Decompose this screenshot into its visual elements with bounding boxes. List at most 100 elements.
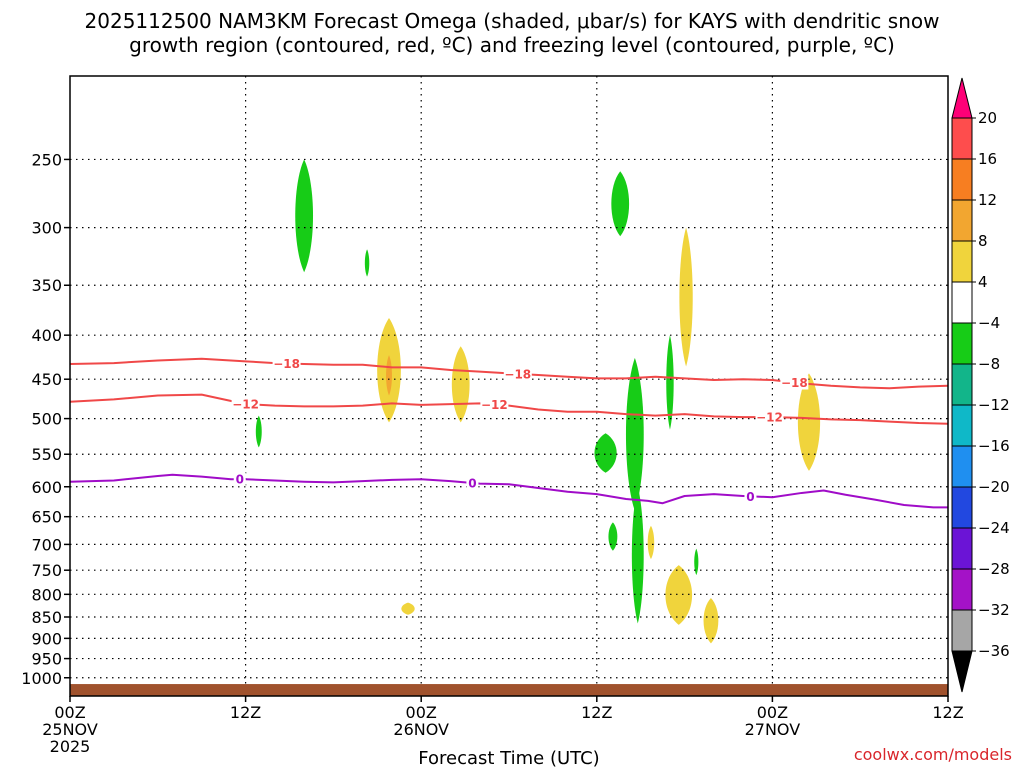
colorbar-label-13: −36 [978, 642, 1010, 660]
contour-label-bg-2-1 [480, 397, 509, 412]
colorbar-box-2 [951, 199, 973, 242]
omega-region-5 [255, 415, 262, 448]
contour-line-2 [69, 393, 949, 425]
contour-label-bg-1-2 [780, 375, 809, 390]
x-tick-label-48-0: 00Z [757, 703, 788, 722]
omega-region-15 [694, 548, 699, 576]
colorbar-box-12 [951, 609, 973, 652]
y-tick-label-950: 950 [31, 650, 62, 669]
contour-label-bg-3-1 [466, 476, 479, 491]
colorbar-box-9 [951, 486, 973, 529]
contour-label-2-1: −12 [481, 398, 508, 412]
omega-region-7 [611, 171, 630, 237]
watermark-text: coolwx.com/models [854, 745, 1012, 764]
omega-region-12 [679, 227, 693, 367]
y-tick-label-900: 900 [31, 629, 62, 648]
plot-border [69, 75, 949, 697]
x-tick-label-0-0: 00Z [54, 703, 85, 722]
colorbar-box-5 [951, 322, 973, 365]
omega-region-1 [364, 249, 370, 277]
contour-label-3-2: 0 [746, 490, 754, 504]
chart-title-line-2: growth region (contoured, red, ºC) and f… [129, 33, 895, 57]
contour-label-1-1: −18 [504, 367, 531, 381]
omega-region-11 [666, 335, 674, 430]
y-tick-label-850: 850 [31, 608, 62, 627]
colorbar-label-6: −8 [978, 355, 1000, 373]
colorbar-label-2: 12 [978, 191, 997, 209]
colorbar-label-5: −4 [978, 314, 1000, 332]
x-tick-label-48-1: 27NOV [745, 720, 801, 739]
ground-strip [70, 684, 948, 696]
contour-label-2-2: −12 [756, 411, 783, 425]
colorbar-label-9: −20 [978, 478, 1010, 496]
omega-region-18 [797, 373, 821, 471]
y-tick-label-750: 750 [31, 561, 62, 580]
colorbar-label-1: 16 [978, 150, 997, 168]
ground-layer [70, 684, 948, 696]
omega-region-10 [631, 486, 644, 624]
y-tick-label-350: 350 [31, 276, 62, 295]
colorbar-box-0 [951, 117, 973, 160]
contour-label-bg-3-0 [233, 472, 246, 487]
omega-region-9 [625, 357, 644, 511]
omega-region-16 [665, 565, 693, 625]
omega-region-8 [594, 433, 617, 473]
colorbar-bottom-triangle [951, 650, 973, 693]
contour-label-1-0: −18 [273, 357, 300, 371]
y-tick-label-450: 450 [31, 370, 62, 389]
contour-line-1 [69, 357, 949, 390]
colorbar-box-1 [951, 158, 973, 201]
y-tick-label-800: 800 [31, 585, 62, 604]
omega-region-0 [295, 159, 314, 273]
colorbar-label-7: −12 [978, 396, 1010, 414]
contour-label-bg-2-0 [231, 397, 260, 412]
x-tick-label-12-0: 12Z [230, 703, 261, 722]
omega-region-13 [608, 522, 618, 551]
colorbar-box-7 [951, 404, 973, 447]
plot-area [70, 76, 948, 696]
colorbar-label-4: 4 [978, 273, 988, 291]
colorbar: 20 16 12 8 4 −4 −8 −12 −16 −20 −24 −28 −32 −36 [951, 77, 1010, 693]
colorbar-box-4 [951, 281, 973, 324]
contour-label-bg-2-2 [755, 410, 784, 425]
x-tick-label-24-1: 26NOV [393, 720, 449, 739]
y-tick-label-1000: 1000 [21, 669, 62, 688]
contour-label-bg-1-0 [272, 356, 301, 371]
contour-label-bg-3-2 [744, 489, 757, 504]
plot-background [70, 76, 948, 696]
colorbar-label-12: −32 [978, 601, 1010, 619]
colorbar-box-10 [951, 527, 973, 570]
plot-frame [69, 75, 949, 697]
colorbar-top-triangle [951, 77, 973, 119]
y-tick-label-650: 650 [31, 508, 62, 527]
colorbar-label-8: −16 [978, 437, 1010, 455]
x-tick-label-24-0: 00Z [406, 703, 437, 722]
colorbar-label-0: 20 [978, 109, 997, 127]
y-tick-label-700: 700 [31, 535, 62, 554]
y-tick-label-300: 300 [31, 219, 62, 238]
y-tick-label-600: 600 [31, 478, 62, 497]
x-tick-label-0-1: 25NOV [42, 720, 98, 739]
contour-label-3-1: 0 [468, 477, 476, 491]
y-tick-label-400: 400 [31, 326, 62, 345]
omega-region-6 [401, 602, 415, 615]
colorbar-label-10: −24 [978, 519, 1010, 537]
contour-label-2-0: −12 [232, 398, 259, 412]
colorbar-label-11: −28 [978, 560, 1010, 578]
colorbar-box-11 [951, 568, 973, 611]
contour-label-3-0: 0 [236, 473, 244, 487]
y-tick-label-550: 550 [31, 445, 62, 464]
colorbar-box-6 [951, 363, 973, 406]
omega-region-3 [386, 355, 392, 396]
omega-region-14 [647, 525, 655, 560]
x-tick-label-36-0: 12Z [581, 703, 612, 722]
y-tick-label-250: 250 [31, 150, 62, 169]
omega-shading-layer [255, 159, 821, 644]
colorbar-box-8 [951, 445, 973, 488]
y-tick-label-500: 500 [31, 410, 62, 429]
omega-region-17 [703, 598, 719, 644]
chart-title-line-1: 2025112500 NAM3KM Forecast Omega (shaded… [85, 9, 940, 33]
colorbar-box-3 [951, 240, 973, 283]
